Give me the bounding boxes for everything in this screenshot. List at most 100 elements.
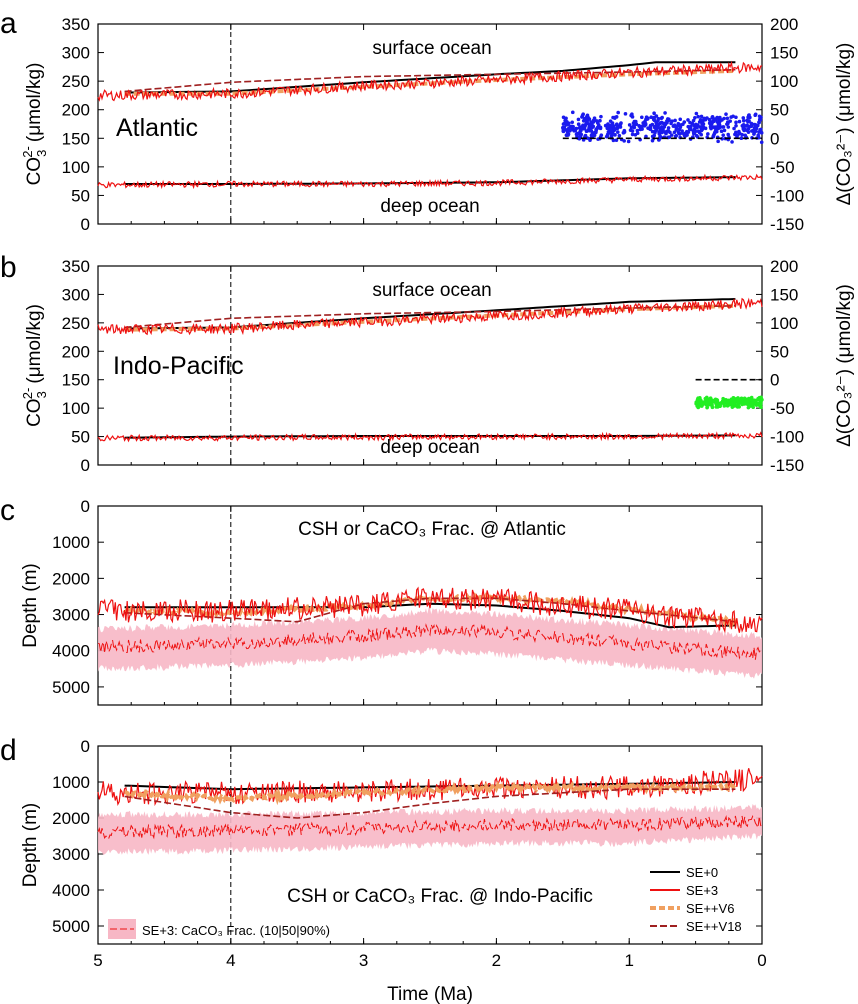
observation-point bbox=[613, 115, 617, 120]
observation-point bbox=[616, 130, 620, 134]
observation-point bbox=[598, 126, 603, 131]
y-tick-label-right: -150 bbox=[770, 215, 804, 234]
observation-point bbox=[574, 126, 579, 131]
y-tick-label-left: 350 bbox=[62, 15, 90, 34]
observation-point bbox=[689, 127, 693, 132]
ylabel-unit: (μmol/kg) bbox=[24, 304, 45, 384]
observation-point bbox=[744, 128, 749, 133]
series-se-0 bbox=[124, 602, 736, 629]
observation-point bbox=[751, 405, 756, 410]
observation-point bbox=[722, 404, 727, 408]
observation-point bbox=[680, 129, 684, 133]
ylabel-co: CO bbox=[24, 157, 45, 186]
observation-point bbox=[576, 122, 581, 127]
observation-point bbox=[757, 114, 762, 119]
observation-point bbox=[749, 403, 753, 407]
observation-point bbox=[606, 124, 611, 128]
observation-point bbox=[726, 125, 731, 129]
y-tick-label: 1000 bbox=[52, 533, 90, 552]
y-axis-label-right: Δ(CO₃²⁻) (μmol/kg) bbox=[834, 43, 855, 206]
observation-point bbox=[575, 131, 580, 136]
observation-point bbox=[716, 401, 720, 405]
y-axis-label: Depth (m) bbox=[20, 803, 41, 887]
y-axis-label-left: CO32- (μmol/kg) bbox=[20, 63, 49, 186]
observation-point bbox=[725, 403, 730, 408]
observation-point bbox=[611, 138, 616, 143]
y-tick-label-left: 200 bbox=[62, 342, 90, 361]
observation-point bbox=[598, 118, 602, 123]
observation-point bbox=[618, 125, 623, 129]
observation-point bbox=[743, 133, 748, 138]
y-tick-label-right: -150 bbox=[770, 456, 804, 475]
annotation-surface-ocean: surface ocean bbox=[372, 38, 491, 59]
y-tick-label: 4000 bbox=[52, 881, 90, 900]
ylabel-sub: 3 bbox=[34, 391, 49, 398]
y-tick-label-left: 300 bbox=[62, 44, 90, 63]
y-tick-label-right: 50 bbox=[770, 342, 789, 361]
observation-point bbox=[646, 126, 650, 130]
observation-point bbox=[746, 402, 750, 407]
annotation-deep-ocean: deep ocean bbox=[380, 196, 479, 217]
observation-point bbox=[583, 133, 588, 138]
observation-point bbox=[726, 121, 730, 126]
observation-point bbox=[613, 133, 617, 137]
observation-point bbox=[663, 111, 667, 115]
observation-point bbox=[756, 397, 761, 402]
observation-point bbox=[610, 123, 614, 128]
observation-point bbox=[678, 117, 683, 122]
observation-point bbox=[705, 401, 710, 406]
observation-point bbox=[700, 402, 705, 407]
observation-point bbox=[666, 126, 671, 130]
series-se-3-deep bbox=[97, 431, 763, 443]
legend-label-1: SE+3 bbox=[686, 883, 718, 898]
y-tick-label-right: 0 bbox=[770, 129, 779, 148]
y-tick-label: 3000 bbox=[52, 606, 90, 625]
observation-point bbox=[745, 123, 749, 128]
observation-point bbox=[587, 122, 592, 127]
observation-point bbox=[564, 116, 568, 121]
ylabel-unit: (μmol/kg) bbox=[24, 63, 45, 143]
observation-point bbox=[592, 116, 597, 121]
observation-point bbox=[759, 131, 764, 135]
y-tick-label-right: 50 bbox=[770, 101, 789, 120]
y-tick-label-right: 100 bbox=[770, 314, 798, 333]
observation-point bbox=[635, 128, 640, 133]
observation-point bbox=[585, 118, 590, 122]
observation-point bbox=[692, 127, 697, 132]
series-se-3 bbox=[97, 586, 763, 634]
observation-point bbox=[732, 126, 736, 131]
observation-point bbox=[707, 117, 712, 122]
observation-point bbox=[734, 130, 738, 135]
panel-d-indopacific-depth: 5 4 3 2 1 0 0 1000 2000 3000 4000 5000 Depth (m) CSH … bbox=[20, 737, 767, 970]
observation-point bbox=[721, 133, 726, 137]
observation-point bbox=[705, 405, 710, 409]
observation-point bbox=[741, 122, 746, 127]
observation-point bbox=[689, 124, 693, 129]
series-se-3-deep bbox=[97, 173, 763, 190]
y-tick-label-left: 150 bbox=[62, 371, 90, 390]
y-tick-label-right: 0 bbox=[770, 371, 779, 390]
observation-point bbox=[756, 123, 760, 128]
observation-point bbox=[739, 396, 744, 401]
y-tick-label-right: 100 bbox=[770, 72, 798, 91]
observation-point bbox=[635, 131, 640, 136]
y-tick-label: 3000 bbox=[52, 845, 90, 864]
observation-point bbox=[759, 140, 764, 145]
observation-point bbox=[650, 122, 655, 127]
observation-point bbox=[634, 122, 639, 127]
observation-point bbox=[752, 398, 756, 402]
observation-point bbox=[562, 127, 567, 131]
observation-point bbox=[693, 115, 697, 120]
observation-point bbox=[610, 129, 614, 134]
y-tick-label-left: 250 bbox=[62, 72, 90, 91]
observation-point bbox=[703, 117, 708, 122]
observation-point bbox=[581, 112, 585, 116]
observation-point bbox=[594, 130, 598, 135]
observation-point bbox=[698, 118, 703, 122]
observation-point bbox=[739, 136, 744, 141]
band-legend-label: SE+3: CaCO₃ Frac. (10|50|90%) bbox=[142, 923, 330, 938]
series-se-0-surface bbox=[124, 298, 736, 330]
observation-point bbox=[644, 134, 648, 139]
series-se-3-caco-frac-50- bbox=[97, 814, 763, 840]
series-se-3-surface bbox=[97, 297, 763, 336]
